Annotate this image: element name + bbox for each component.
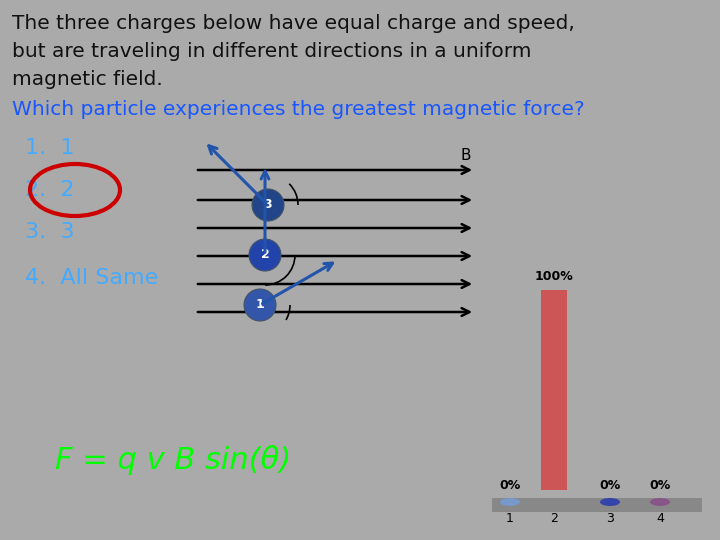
- Ellipse shape: [500, 498, 520, 506]
- FancyBboxPatch shape: [492, 498, 702, 512]
- Text: 1: 1: [506, 511, 514, 524]
- Text: 2.  2: 2. 2: [25, 180, 74, 200]
- Ellipse shape: [244, 289, 276, 321]
- Ellipse shape: [252, 189, 284, 221]
- Ellipse shape: [249, 239, 281, 271]
- Text: 3.  3: 3. 3: [25, 222, 74, 242]
- Text: magnetic field.: magnetic field.: [12, 70, 163, 89]
- Text: 1.  1: 1. 1: [25, 138, 74, 158]
- FancyBboxPatch shape: [541, 290, 567, 490]
- Text: 0%: 0%: [599, 479, 621, 492]
- Text: 0%: 0%: [649, 479, 670, 492]
- Ellipse shape: [650, 498, 670, 506]
- Text: 4: 4: [656, 511, 664, 524]
- Text: Which particle experiences the greatest magnetic force?: Which particle experiences the greatest …: [12, 100, 585, 119]
- Text: B: B: [460, 147, 470, 163]
- Text: 0%: 0%: [500, 479, 521, 492]
- Text: 3: 3: [264, 199, 272, 212]
- Text: 2: 2: [550, 511, 558, 524]
- Text: 2: 2: [261, 248, 269, 261]
- Text: The three charges below have equal charge and speed,: The three charges below have equal charg…: [12, 14, 575, 33]
- Text: 100%: 100%: [535, 270, 573, 283]
- Text: but are traveling in different directions in a uniform: but are traveling in different direction…: [12, 42, 531, 61]
- Ellipse shape: [600, 498, 620, 506]
- Text: 1: 1: [256, 299, 264, 312]
- Text: 4.  All Same: 4. All Same: [25, 268, 158, 288]
- Text: F = q v B sin(θ): F = q v B sin(θ): [55, 445, 291, 475]
- Text: 3: 3: [606, 511, 614, 524]
